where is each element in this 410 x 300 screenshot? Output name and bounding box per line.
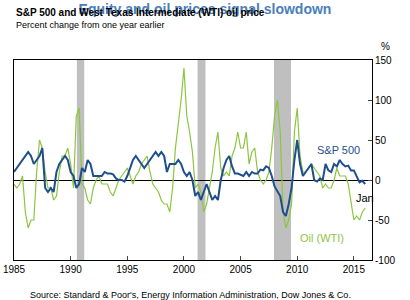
svg-text:1990: 1990: [60, 264, 83, 275]
svg-text:150: 150: [375, 55, 392, 66]
svg-text:2000: 2000: [173, 264, 196, 275]
svg-text:2005: 2005: [229, 264, 252, 275]
svg-text:Source: Standard & Poor's, Ene: Source: Standard & Poor's, Energy Inform…: [30, 290, 351, 300]
svg-text:%: %: [381, 41, 390, 52]
svg-text:2010: 2010: [286, 264, 309, 275]
svg-text:Jan: Jan: [356, 192, 374, 204]
svg-text:100: 100: [375, 95, 392, 106]
svg-text:Equity and oil prices signal s: Equity and oil prices signal slowdown: [79, 1, 332, 17]
svg-text:S&P 500 and West Texas Interme: S&P 500 and West Texas Intermediate (WTI…: [16, 7, 265, 18]
svg-text:2015: 2015: [343, 264, 366, 275]
svg-text:-100: -100: [375, 255, 395, 266]
svg-text:-50: -50: [375, 215, 390, 226]
svg-text:Percent change from one year e: Percent change from one year earlier: [16, 20, 165, 30]
svg-text:S&P 500: S&P 500: [317, 144, 360, 156]
svg-text:1995: 1995: [116, 264, 139, 275]
svg-text:1985: 1985: [3, 264, 26, 275]
svg-text:0: 0: [375, 175, 381, 186]
svg-text:50: 50: [375, 135, 387, 146]
svg-text:Oil (WTI): Oil (WTI): [300, 232, 344, 244]
